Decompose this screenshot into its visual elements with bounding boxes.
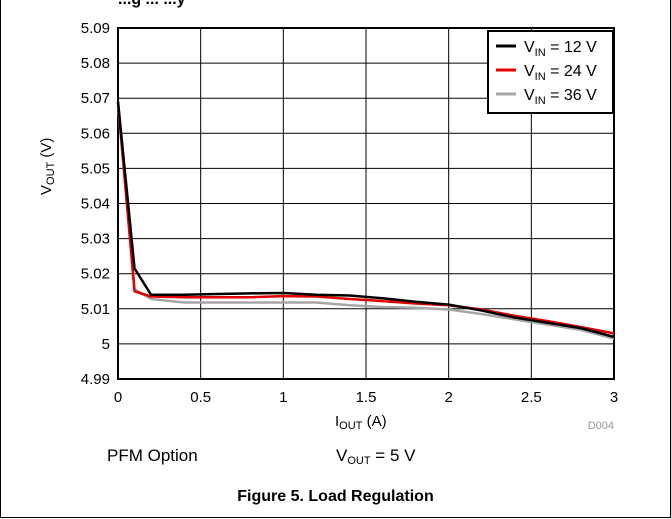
y-tick-label: 5 xyxy=(102,336,110,353)
y-tick-label: 5.03 xyxy=(81,231,110,248)
x-axis-label: IOUT (A) xyxy=(335,413,387,432)
x-tick-label: 0.5 xyxy=(190,389,211,406)
legend-label-2: VIN = 24 V xyxy=(524,63,597,83)
pfm-option-note: PFM Option xyxy=(107,446,198,465)
y-tick-label: 5.05 xyxy=(81,160,110,177)
series-line-3 xyxy=(116,105,615,340)
x-tick-label: 1 xyxy=(279,389,287,406)
x-tick-label: 0 xyxy=(114,389,122,406)
series-line-2 xyxy=(116,101,615,335)
y-tick-label: 5.02 xyxy=(81,266,110,283)
plot-area xyxy=(117,27,615,380)
series-line-1 xyxy=(116,101,615,339)
x-tick-label: 2.5 xyxy=(521,389,542,406)
x-tick-label: 1.5 xyxy=(356,389,377,406)
y-tick-label: 5.01 xyxy=(81,301,110,318)
header-fragment: ...g ... ...y xyxy=(118,0,186,9)
y-tick-label: 4.99 xyxy=(81,371,110,388)
y-tick-label: 5.08 xyxy=(81,55,110,72)
y-tick-label: 5.09 xyxy=(81,20,110,37)
y-tick-label: 5.06 xyxy=(81,125,110,142)
y-tick-label: 5.07 xyxy=(81,90,110,107)
x-tick-label: 3 xyxy=(610,389,618,406)
figure-title: Figure 5. Load Regulation xyxy=(237,488,434,505)
y-tick-label: 5.04 xyxy=(81,196,110,213)
legend-label-1: VIN = 12 V xyxy=(524,39,597,59)
x-tick-label: 2 xyxy=(444,389,452,406)
y-axis-label: VOUT (V) xyxy=(38,137,57,195)
source-id: D004 xyxy=(588,420,614,432)
vout-note: VOUT = 5 V xyxy=(336,446,416,467)
legend-label-3: VIN = 36 V xyxy=(524,87,597,107)
